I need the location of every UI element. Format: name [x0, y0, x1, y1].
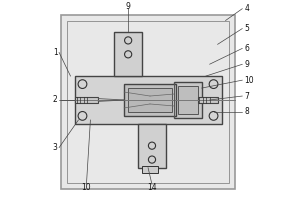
- Bar: [61, 15, 235, 189]
- Bar: [198, 97, 218, 103]
- Text: 8: 8: [244, 107, 249, 116]
- Text: 9: 9: [126, 2, 130, 11]
- Text: 3: 3: [53, 143, 58, 152]
- Text: 14: 14: [147, 183, 157, 192]
- Bar: [74, 76, 221, 124]
- Bar: [178, 86, 198, 114]
- Text: 4: 4: [244, 4, 249, 13]
- Text: 1: 1: [53, 48, 58, 57]
- Bar: [124, 84, 176, 116]
- Bar: [174, 82, 202, 118]
- Text: 10: 10: [82, 183, 91, 192]
- Text: 2: 2: [53, 95, 58, 104]
- Bar: [114, 32, 142, 76]
- Text: 9: 9: [244, 60, 249, 69]
- Bar: [67, 21, 230, 183]
- Text: 7: 7: [244, 92, 249, 101]
- Bar: [128, 88, 172, 112]
- Text: 10: 10: [244, 76, 254, 85]
- Bar: [74, 97, 98, 103]
- Text: 5: 5: [244, 24, 249, 33]
- Text: 6: 6: [244, 44, 249, 53]
- Bar: [138, 124, 166, 168]
- Bar: [142, 166, 158, 173]
